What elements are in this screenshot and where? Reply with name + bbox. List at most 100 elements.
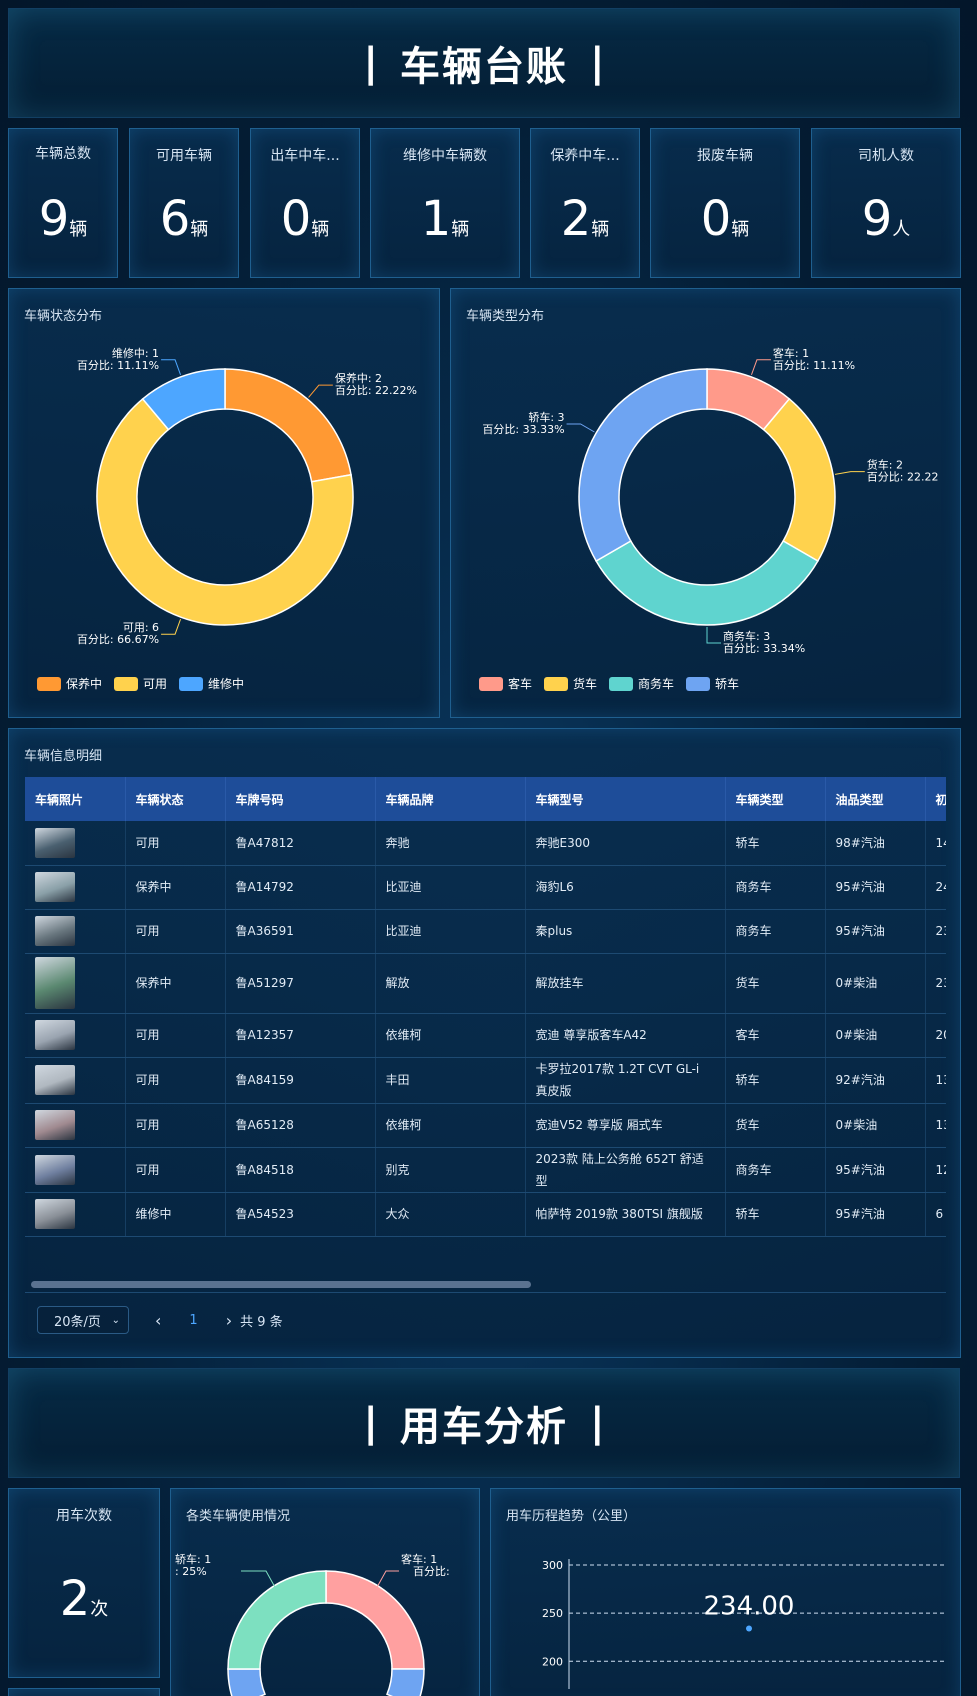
legend-label: 轿车 <box>715 677 740 691</box>
donut-slice[interactable] <box>595 539 819 626</box>
photo-cell <box>25 953 126 1014</box>
vehicle-photo[interactable] <box>35 1199 75 1229</box>
horizontal-scrollbar[interactable] <box>31 1281 531 1288</box>
table-row[interactable]: 维修中 鲁A54523 大众 帕萨特 2019款 380TSI 旗舰版 轿车 95#汽油 6 <box>25 1192 946 1237</box>
title-divider-right: | <box>590 40 605 86</box>
legend-swatch <box>479 676 503 691</box>
data-point[interactable] <box>746 1625 752 1632</box>
table-header-row: 车辆照片 车辆状态 车牌号码 车辆品牌 车辆型号 车辆类型 油品类型初 <box>25 777 946 821</box>
donut-slice[interactable] <box>227 1668 267 1696</box>
column-header[interactable]: 油品类型 <box>825 777 926 821</box>
cell-status: 可用 <box>125 909 226 954</box>
legend-label: 货车 <box>573 677 598 691</box>
page-number-current[interactable]: 1 <box>189 1312 198 1328</box>
cell-fuel: 95#汽油 <box>825 909 926 954</box>
slice-label: 轿车: 1 <box>175 1552 211 1566</box>
table-row[interactable]: 可用 鲁A84518 别克 2023款 陆上公务舱 652T 舒适型 商务车 95#汽油 1… <box>25 1147 946 1193</box>
legend-item[interactable]: 货车 <box>544 675 597 692</box>
column-header[interactable]: 车辆照片 <box>25 777 126 821</box>
cell-plate: 鲁A51297 <box>225 953 376 1014</box>
legend-item[interactable]: 维修中 <box>179 675 244 692</box>
donut-slice[interactable] <box>762 397 836 563</box>
table-viewport: 车辆照片 车辆状态 车牌号码 车辆品牌 车辆型号 车辆类型 油品类型初 可用 鲁A47812 奔… <box>25 777 946 1287</box>
stat-label: 出车中车... <box>270 148 340 164</box>
table-row[interactable]: 可用 鲁A84159 丰田 卡罗拉2017款 1.2T CVT GL-i 真皮版 轿车 9… <box>25 1057 946 1104</box>
panel-title: 车辆状态分布 <box>24 309 103 324</box>
cell-type: 轿车 <box>725 1057 826 1104</box>
donut-slice[interactable] <box>96 397 354 626</box>
vehicle-photo[interactable] <box>35 1020 75 1050</box>
photo-cell <box>25 1103 126 1148</box>
legend-item[interactable]: 可用 <box>114 675 167 692</box>
table-body: 可用鲁A47812奔驰奔驰E300轿车98#汽油14保养中鲁A14792比亚迪海… <box>25 821 946 1237</box>
cell-status: 保养中 <box>125 953 226 1014</box>
legend-swatch <box>544 676 569 691</box>
vehicle-detail-panel: 车辆信息明细 车辆照片 车辆状态 车牌号码 车辆品牌 车辆型号 车辆类型 油品类型初 可用鲁… <box>8 728 961 1358</box>
donut-slice[interactable] <box>385 1668 425 1696</box>
cell-brand: 别克 <box>375 1147 526 1193</box>
donut-slice[interactable] <box>227 1570 327 1670</box>
donut-slice[interactable] <box>141 368 226 431</box>
vehicle-photo[interactable] <box>35 1154 75 1185</box>
donut-slice[interactable] <box>325 1570 425 1670</box>
column-header[interactable]: 车辆品牌 <box>375 777 526 821</box>
stat-unit: 人 <box>892 219 911 240</box>
page-title: 车辆台账 <box>400 44 568 90</box>
legend-item[interactable]: 商务车 <box>609 675 674 692</box>
legend-item[interactable]: 轿车 <box>686 675 739 692</box>
label-leader-line <box>566 423 595 433</box>
panel-title: 各类车辆使用情况 <box>186 1509 291 1524</box>
legend-swatch <box>179 676 204 691</box>
page-size-value: 20条/页 <box>54 1314 101 1330</box>
column-header[interactable]: 车辆状态 <box>125 777 226 821</box>
label-leader-line <box>834 471 865 475</box>
y-tick-label: 250 <box>542 1607 563 1620</box>
donut-slice[interactable] <box>578 368 708 563</box>
column-header[interactable]: 车牌号码 <box>225 777 376 821</box>
next-page-button[interactable]: › <box>225 1310 233 1330</box>
cell-status: 保养中 <box>125 865 226 910</box>
prev-page-button[interactable]: ‹ <box>155 1310 162 1330</box>
cell-fuel: 95#汽油 <box>825 1192 926 1237</box>
slice-label: 客车: 1 <box>401 1552 437 1566</box>
page-size-select[interactable]: 20条/页 ⌄ <box>37 1306 129 1334</box>
legend-item[interactable]: 保养中 <box>37 675 102 692</box>
cell-extra: 20 <box>925 1013 946 1058</box>
legend-label: 保养中 <box>66 677 103 691</box>
cell-plate: 鲁A12357 <box>225 1013 376 1058</box>
vehicle-photo[interactable] <box>35 827 75 858</box>
title-divider-left: | <box>363 40 378 86</box>
legend-item[interactable]: 客车 <box>479 675 532 692</box>
column-header[interactable]: 车辆类型 <box>725 777 826 821</box>
y-tick-label: 300 <box>542 1559 563 1572</box>
vehicle-photo[interactable] <box>35 916 75 946</box>
photo-cell <box>25 1192 126 1237</box>
slice-label: 商务车: 3 <box>723 629 770 643</box>
donut-slice[interactable] <box>224 368 352 483</box>
vehicle-usage-panel: 各类车辆使用情况 客车: 1 百分比: 轿车: 1: 25% <box>170 1488 480 1696</box>
cell-brand: 丰田 <box>375 1057 526 1104</box>
cell-brand: 大众 <box>375 1192 526 1237</box>
vehicle-photo[interactable] <box>35 957 75 1009</box>
status-legend: 保养中 可用 维修中 <box>37 675 244 692</box>
pagination: 20条/页 ⌄ ‹ 1 › 共 9 条 <box>37 1306 283 1334</box>
stat-unit: 辆 <box>731 219 750 240</box>
vehicle-photo[interactable] <box>35 872 75 902</box>
vehicle-photo[interactable] <box>35 1065 75 1095</box>
label-leader-line <box>375 1570 399 1590</box>
cell-plate: 鲁A14792 <box>225 865 376 910</box>
stat-unit: 辆 <box>591 219 610 240</box>
cell-fuel: 95#汽油 <box>825 865 926 910</box>
column-header[interactable]: 初 <box>925 777 946 821</box>
vehicle-photo[interactable] <box>35 1110 75 1140</box>
cell-status: 维修中 <box>125 1192 226 1237</box>
cell-type: 轿车 <box>725 821 826 866</box>
table-divider <box>25 1292 946 1293</box>
column-header[interactable]: 车辆型号 <box>525 777 726 821</box>
